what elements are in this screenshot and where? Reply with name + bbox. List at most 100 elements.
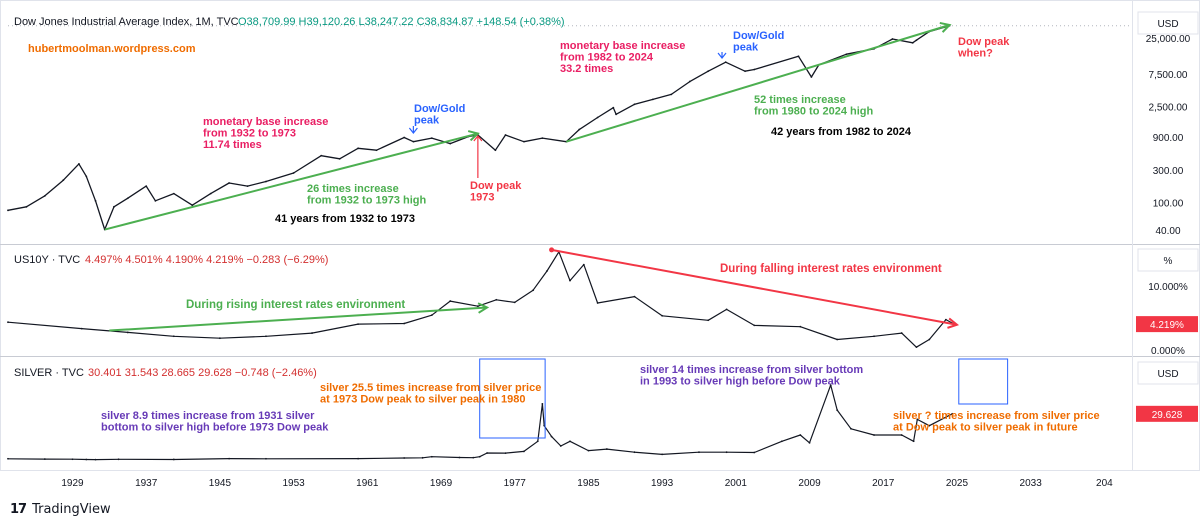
silver-series-line <box>7 384 953 461</box>
monetary-base-1932-label-line: from 1932 to 1973 <box>203 128 296 140</box>
dow-y-tick: 7,500.00 <box>1149 70 1188 81</box>
monetary-base-1932-label-line: monetary base increase <box>203 116 328 128</box>
silver-point <box>228 457 231 460</box>
dow-point <box>113 205 115 208</box>
us10y-point <box>430 314 433 317</box>
dow-point <box>85 175 88 178</box>
silver-question-label: silver ? times increase from silver pric… <box>893 410 1100 434</box>
dow-point <box>209 192 212 195</box>
us10y-last-value-badge <box>1136 316 1198 333</box>
silver-point <box>43 458 46 460</box>
dow-y-tick: 2,500.00 <box>1149 103 1188 114</box>
us10y-point <box>753 324 756 327</box>
dow-point <box>172 192 175 195</box>
x-tick-label: 1961 <box>356 478 379 489</box>
rates-rising-arrow-head <box>477 302 490 314</box>
monetary-base-1982-label-line: 33.2 times <box>560 63 613 75</box>
dow-peak-1973-label: Dow peak 1973 <box>470 180 522 204</box>
silver-point <box>900 434 903 436</box>
x-tick-label: 1929 <box>61 478 84 489</box>
silver-8-9-label: silver 8.9 times increase from 1931 silv… <box>101 410 329 434</box>
increase-26-times-label-line: from 1932 to 1973 high <box>307 195 426 207</box>
increase-52-times-label-line: from 1980 to 2024 high <box>754 106 873 118</box>
silver-currency-label: USD <box>1157 369 1178 380</box>
silver-point <box>550 435 553 438</box>
silver-point <box>117 458 120 461</box>
silver-point <box>7 457 9 460</box>
silver-point <box>829 384 832 387</box>
dow-point <box>753 68 756 71</box>
dow-point <box>797 55 800 58</box>
silver-point <box>928 424 931 427</box>
monetary-base-1982-label-line: from 1982 to 2024 <box>560 52 654 64</box>
us10y-point <box>265 335 267 338</box>
us10y-point <box>873 335 875 338</box>
tradingview-footer[interactable]: 17 TradingView <box>10 502 111 517</box>
silver-25-5-label-line: at 1973 Dow peak to silver peak in 1980 <box>320 394 525 406</box>
dow-point <box>246 185 249 188</box>
x-tick-label: 2025 <box>946 478 969 489</box>
us10y-point <box>928 338 931 341</box>
us10y-point <box>532 289 535 292</box>
dow-point <box>915 39 918 42</box>
silver-point <box>523 450 525 453</box>
silver-point <box>403 457 406 459</box>
us10y-point <box>725 308 728 311</box>
us10y-point <box>799 325 802 328</box>
us10y-unit-label: % <box>1164 256 1173 267</box>
dow-point <box>615 113 617 116</box>
us10y-point <box>476 305 479 308</box>
silver-14-label: silver 14 times increase from silver bot… <box>640 364 863 388</box>
dow-trend-arrow-1982-2024 <box>566 24 950 143</box>
dow-gold-peak-label-2: Dow/Gold peak <box>733 30 784 54</box>
dow-point <box>494 149 497 152</box>
dow-point <box>154 199 157 202</box>
us10y-point <box>357 323 359 326</box>
dow-gold-peak-label-2-line: Dow/Gold <box>733 30 784 42</box>
dow-point <box>62 179 65 182</box>
dow-gold-peak-pointer-2-head <box>717 52 727 59</box>
silver-point <box>478 455 481 458</box>
dow-y-tick: 300.00 <box>1153 166 1184 177</box>
silver-point <box>587 449 590 452</box>
us10y-point <box>7 321 9 324</box>
silver-25-5-label: silver 25.5 times increase from silver p… <box>320 382 541 406</box>
increase-26-times-label: 26 times increase from 1932 to 1973 high <box>307 183 426 207</box>
silver-point <box>951 412 954 415</box>
rates-rising-arrow <box>109 306 488 332</box>
rising-rates-label: During rising interest rates environment <box>186 299 405 311</box>
dow-point <box>845 53 848 56</box>
dow-point <box>145 185 148 188</box>
us10y-title: US10Y · TVC <box>14 254 80 266</box>
silver-25-5-label-line: silver 25.5 times increase from silver p… <box>320 382 541 394</box>
dow-point <box>578 128 581 131</box>
silver-14-label-line: in 1993 to silver high before Dow peak <box>640 376 841 388</box>
silver-point <box>541 402 544 405</box>
x-tick-label: 2033 <box>1020 478 1043 489</box>
x-tick-label: 1993 <box>651 478 674 489</box>
monetary-base-1932-label: monetary base increase from 1932 to 1973 1… <box>203 116 328 151</box>
dow-point <box>810 76 813 78</box>
monetary-base-1982-label: monetary base increase from 1982 to 2024 3… <box>560 40 685 75</box>
us10y-point <box>707 319 710 322</box>
dow-y-tick: 100.00 <box>1153 199 1184 210</box>
silver-point <box>912 440 915 443</box>
dow-point <box>612 106 615 109</box>
dow-point <box>891 38 894 40</box>
dow-peak-1973-label-line: Dow peak <box>470 180 522 192</box>
falling-rates-label: During falling interest rates environmen… <box>720 263 942 275</box>
dow-point <box>911 41 914 44</box>
silver-point <box>486 452 488 454</box>
us10y-point <box>900 332 903 334</box>
silver-point <box>94 458 97 461</box>
dow-trend-arrow-1932-1973-head <box>467 130 480 142</box>
dow-peak-when-label-line: Dow peak <box>958 36 1010 48</box>
silver-14-label-line: silver 14 times increase from silver bot… <box>640 364 863 376</box>
dow-peak-when-label-line: when? <box>957 48 993 60</box>
silver-point <box>873 434 875 436</box>
silver-point <box>725 451 728 454</box>
x-tick-label: 2009 <box>798 478 821 489</box>
blog-url-label: hubertmoolman.wordpress.com <box>28 43 196 55</box>
dow-currency-label: USD <box>1157 19 1178 30</box>
